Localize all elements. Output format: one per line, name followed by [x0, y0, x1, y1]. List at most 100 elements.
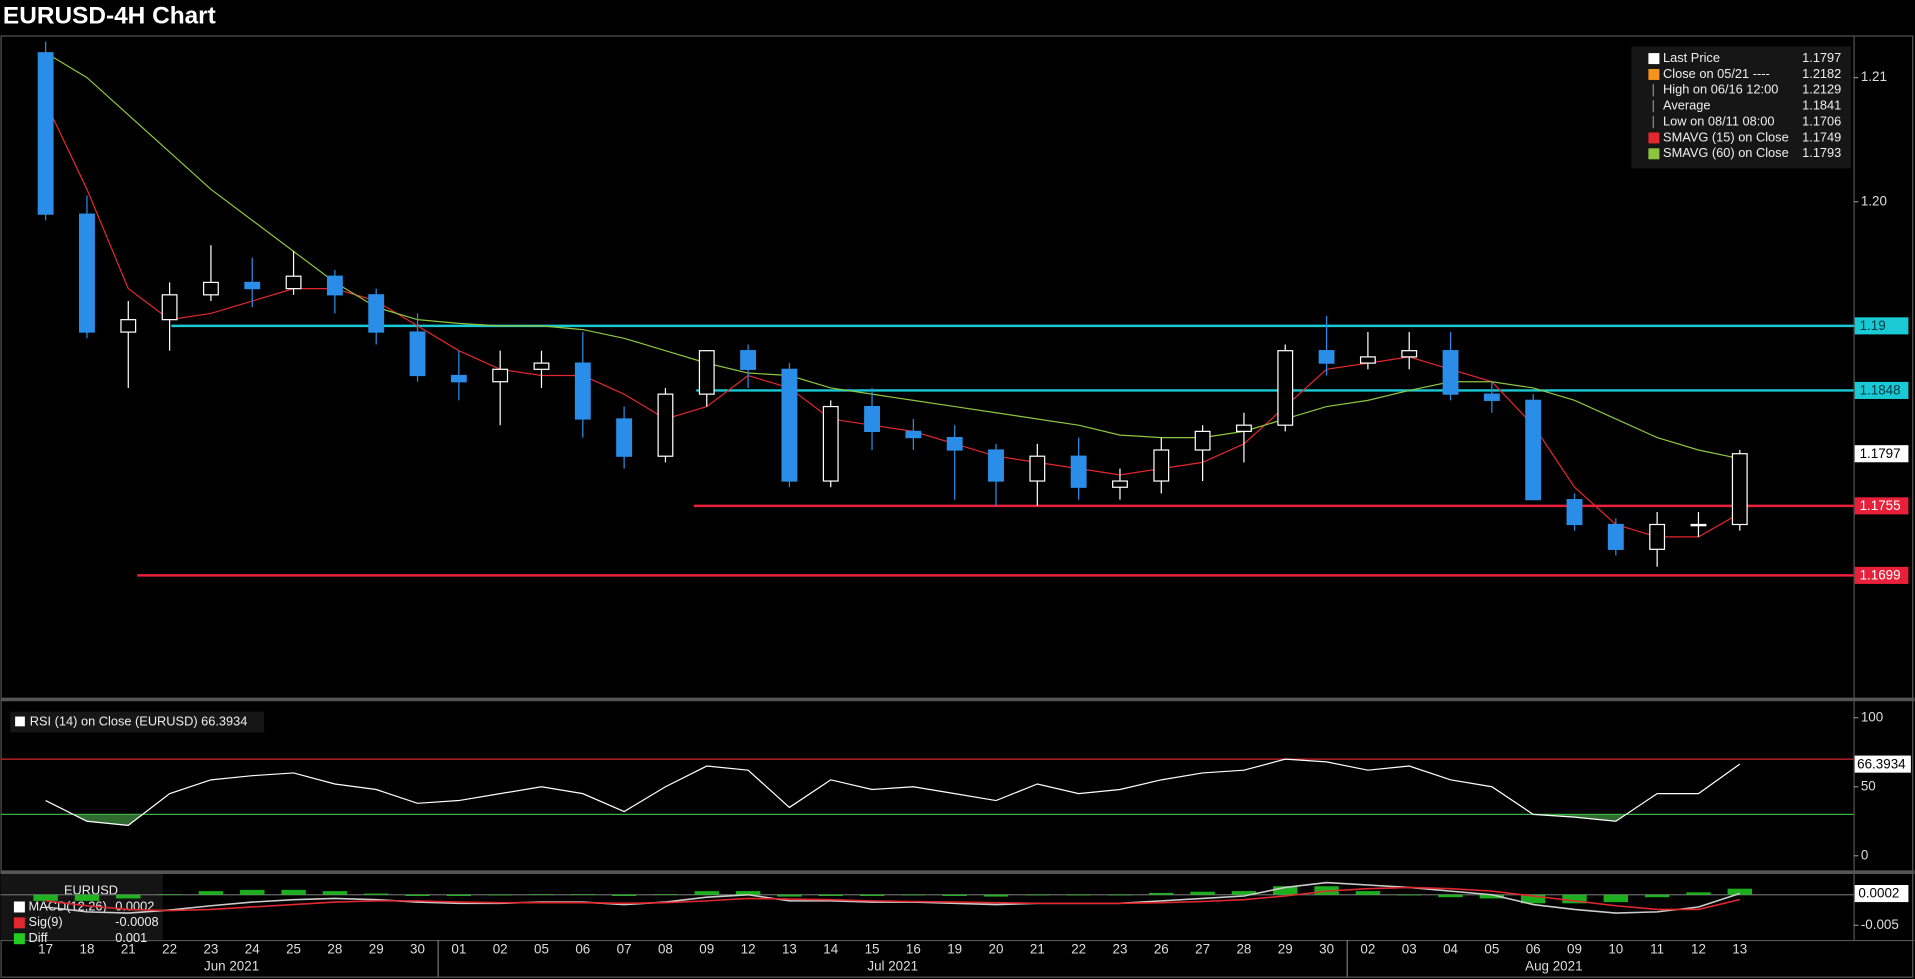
candle-body: [864, 405, 880, 432]
legend-value: 1.1793: [1802, 145, 1841, 160]
candle-body: [533, 362, 550, 370]
legend-swatch: [13, 901, 25, 913]
legend-label: RSI (14) on Close (EURUSD): [30, 714, 198, 729]
legend-label: RSI (14) on Close (EURUSD) 66.3934: [30, 714, 248, 729]
legend-value: -0.0008: [115, 914, 158, 929]
rsi-line: [45, 758, 1741, 827]
legend-box: [10, 711, 265, 733]
x-tick-label: 11: [1650, 941, 1664, 956]
x-tick-label: 22: [1071, 941, 1086, 956]
x-tick-label: 06: [575, 941, 590, 956]
candle-body: [492, 368, 509, 383]
x-tick-label: 09: [1567, 941, 1582, 956]
diff-bar: [33, 894, 58, 901]
x-tick-label: 07: [617, 941, 632, 956]
x-tick-label: 18: [79, 941, 94, 956]
candle-body: [1442, 350, 1459, 395]
x-tick-label: 05: [534, 941, 549, 956]
legend-swatch: [1648, 53, 1660, 65]
x-tick-label: 05: [1484, 941, 1499, 956]
diff-bar: [1562, 894, 1587, 904]
diff-bar: [198, 891, 224, 895]
candle-body: [244, 281, 261, 290]
diff-bar: [694, 891, 719, 895]
diff-bar: [1686, 892, 1711, 895]
candle-body: [326, 275, 343, 296]
diff-bar: [1644, 894, 1670, 898]
legend-swatch: [1648, 132, 1660, 144]
diff-bar: [1273, 886, 1298, 895]
frame: [0, 35, 1914, 978]
candle-body: [1525, 399, 1542, 501]
x-tick-label: 28: [1236, 941, 1251, 956]
x-tick-label: 20: [989, 941, 1004, 956]
level-label-box: [1854, 497, 1909, 515]
level-label: 1.1848: [1860, 383, 1901, 398]
candle-body: [740, 350, 757, 370]
diff-bar: [157, 894, 182, 895]
diff-bar: [1727, 888, 1752, 895]
diff-bar: [1355, 891, 1381, 895]
x-tick-label: 06: [1526, 941, 1541, 956]
y-tick-label: 1.20: [1861, 193, 1887, 208]
diff-bar: [322, 891, 348, 895]
legend-label: Last Price: [1663, 50, 1720, 65]
x-tick-label: 15: [865, 941, 880, 956]
level-label-box: [1854, 317, 1909, 335]
candle-body: [1607, 523, 1624, 550]
legend-swatch: [13, 933, 25, 945]
x-tick-label: 22: [162, 941, 177, 956]
candle-body: [1690, 523, 1707, 527]
candle-body: [1483, 393, 1500, 401]
diff-bar: [570, 894, 596, 895]
legend-swatch: [13, 917, 25, 929]
diff-bar: [1520, 894, 1546, 904]
macd-value-box: [1854, 885, 1909, 903]
legend-label: Average: [1663, 98, 1710, 113]
x-tick-label: 12: [1691, 941, 1706, 956]
legend-box: [1631, 46, 1852, 169]
diff-bar: [983, 894, 1009, 897]
month-label: Aug 2021: [1525, 958, 1582, 973]
x-tick-label: 10: [1608, 941, 1623, 956]
candle-body: [1566, 499, 1583, 526]
level-label-box: [1854, 566, 1909, 584]
candle-body: [1731, 453, 1748, 526]
x-tick-label: 29: [1278, 941, 1293, 956]
candle-body: [781, 368, 798, 482]
diff-bar: [1397, 894, 1422, 896]
rsi-value-box: [1854, 755, 1911, 773]
diff-bar: [777, 894, 802, 897]
diff-bar: [1603, 894, 1629, 903]
last-price-label: 1.1797: [1860, 446, 1901, 461]
candle-body: [1649, 523, 1666, 550]
x-tick-label: 29: [369, 941, 384, 956]
diff-bar: [529, 894, 554, 895]
level-label: 1.19: [1860, 318, 1886, 333]
legend-swatch: [15, 716, 25, 727]
diff-bar: [653, 894, 678, 895]
candle-body: [1029, 455, 1046, 482]
candle-body: [368, 294, 385, 333]
candle-body: [574, 362, 591, 420]
level-label-box: [1854, 381, 1909, 399]
x-tick-label: 03: [1402, 941, 1417, 956]
legend-value: 1.2129: [1802, 82, 1841, 97]
candle-body: [1112, 480, 1128, 488]
x-tick-label: 13: [1732, 941, 1747, 956]
x-tick-label: 27: [1195, 941, 1210, 956]
legend-value: 1.1841: [1802, 98, 1841, 113]
diff-bar: [901, 894, 926, 896]
month-label: Jun 2021: [204, 958, 259, 973]
x-tick-label: 23: [1113, 941, 1128, 956]
legend-swatch: [1648, 148, 1660, 160]
legend-label: MACD(12,26): [29, 898, 107, 913]
candle-body: [1194, 430, 1211, 451]
x-tick-label: 26: [1154, 941, 1169, 956]
x-tick-label: 02: [1360, 941, 1375, 956]
diff-bar: [116, 894, 141, 899]
legend-value: 1.1749: [1802, 129, 1841, 144]
diff-bar: [281, 889, 306, 895]
candle-body: [1070, 455, 1087, 488]
